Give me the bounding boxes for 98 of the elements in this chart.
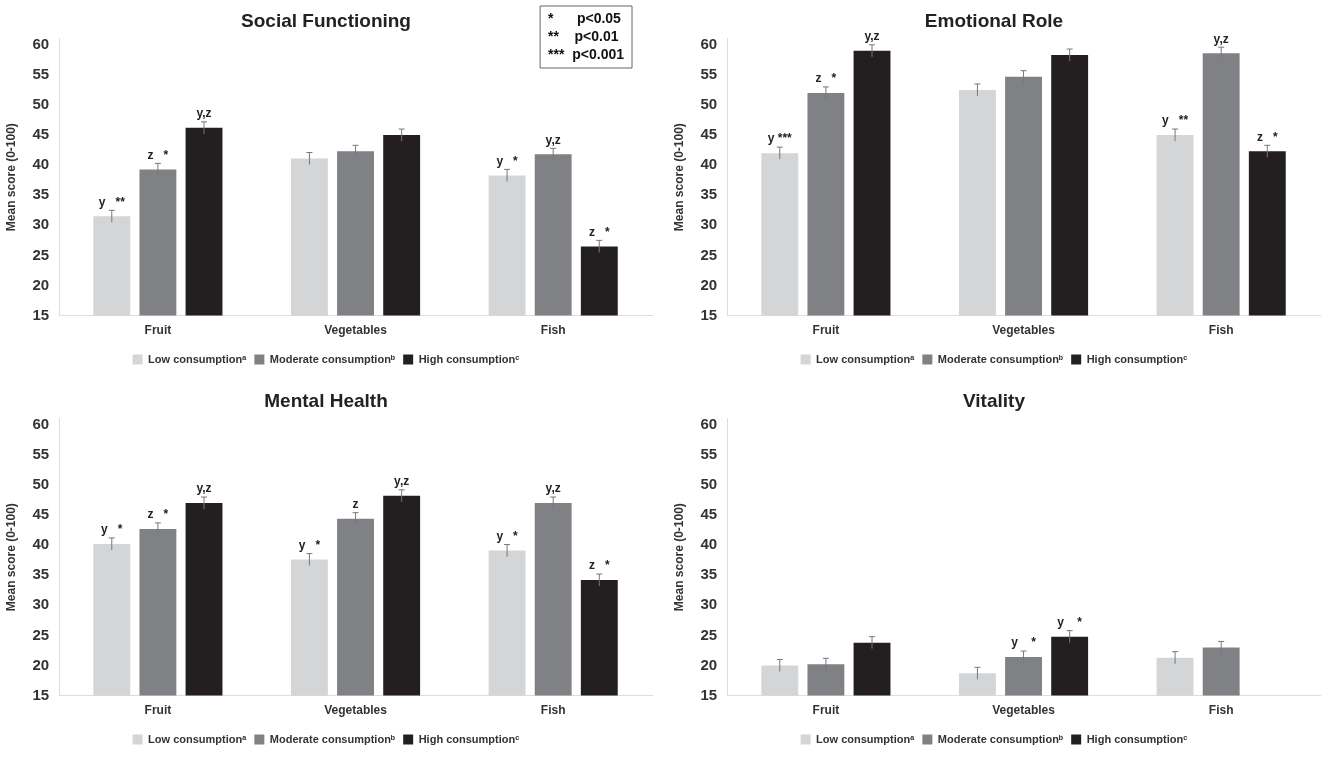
data-label: z bbox=[352, 496, 359, 511]
x-tick-label: Fish bbox=[540, 323, 566, 338]
y-axis-title: Mean score (0-100) bbox=[3, 503, 18, 612]
y-axis-title: Mean score (0-100) bbox=[671, 123, 686, 232]
text: * p<0.05 bbox=[548, 9, 622, 26]
data-label: y * bbox=[496, 528, 519, 543]
legend-label: Low consumptionᵃ bbox=[816, 732, 916, 745]
legend-label: Low consumptionᵃ bbox=[148, 732, 248, 745]
data-label: y,z bbox=[196, 481, 212, 496]
y-tick-label: 40 bbox=[32, 535, 50, 553]
data-label: y,z bbox=[864, 29, 880, 44]
y-tick-label: 25 bbox=[32, 245, 50, 263]
y-tick-label: 35 bbox=[32, 565, 50, 583]
y-tick-label: 35 bbox=[700, 565, 718, 583]
y-tick-label: 35 bbox=[32, 185, 50, 203]
y-tick-label: 45 bbox=[700, 125, 718, 143]
data-label: y *** bbox=[767, 131, 793, 146]
y-tick-label: 45 bbox=[32, 505, 50, 523]
y-tick-label: 15 bbox=[700, 685, 718, 703]
x-tick-label: Fruit bbox=[144, 703, 172, 718]
y-tick-label: 15 bbox=[700, 305, 718, 323]
y-axis-title: Mean score (0-100) bbox=[3, 123, 18, 232]
y-tick-label: 50 bbox=[32, 475, 50, 493]
y-tick-label: 60 bbox=[700, 414, 718, 432]
y-tick-label: 25 bbox=[32, 625, 50, 643]
x-tick-label: Fish bbox=[1208, 703, 1234, 718]
y-tick-label: 50 bbox=[700, 95, 718, 113]
data-label: y * bbox=[496, 153, 519, 168]
y-tick-label: 20 bbox=[32, 275, 50, 293]
y-tick-label: 30 bbox=[700, 215, 718, 233]
legend-label: Moderate consumptionᵇ bbox=[937, 732, 1064, 745]
data-label: y ** bbox=[98, 194, 126, 209]
data-label: y * bbox=[101, 522, 123, 537]
y-tick-label: 60 bbox=[32, 414, 50, 432]
legend-label: Moderate consumptionᵇ bbox=[269, 352, 396, 365]
x-tick-label: Fruit bbox=[812, 703, 840, 718]
y-tick-label: 60 bbox=[700, 34, 718, 52]
data-label: z * bbox=[1256, 129, 1278, 144]
y-tick-label: 35 bbox=[700, 185, 718, 203]
legend-label: High consumptionᶜ bbox=[418, 732, 520, 745]
y-tick-label: 55 bbox=[32, 445, 50, 463]
y-tick-label: 20 bbox=[700, 275, 718, 293]
data-label: z * bbox=[147, 507, 169, 522]
y-tick-label: 50 bbox=[32, 95, 50, 113]
x-tick-label: Vegetables bbox=[992, 703, 1056, 718]
y-tick-label: 20 bbox=[700, 655, 718, 673]
y-tick-label: 60 bbox=[32, 34, 50, 52]
legend-label: High consumptionᶜ bbox=[1086, 352, 1188, 365]
y-tick-label: 50 bbox=[700, 475, 718, 493]
legend-label: Low consumptionᵃ bbox=[148, 352, 248, 365]
legend-label: Moderate consumptionᵇ bbox=[937, 352, 1064, 365]
y-tick-label: 15 bbox=[32, 305, 50, 323]
chart-title: Mental Health bbox=[264, 389, 388, 411]
chart-title: Social Functioning bbox=[241, 9, 411, 31]
x-tick-label: Vegetables bbox=[324, 323, 388, 338]
y-tick-label: 25 bbox=[700, 245, 718, 263]
y-tick-label: 40 bbox=[32, 155, 50, 173]
data-label: y,z bbox=[196, 106, 212, 121]
data-label: z * bbox=[147, 147, 169, 162]
y-tick-label: 30 bbox=[700, 595, 718, 613]
data-label: y * bbox=[1057, 614, 1083, 629]
y-tick-label: 45 bbox=[32, 125, 50, 143]
data-label: y,z bbox=[545, 132, 561, 147]
chart-title: Emotional Role bbox=[924, 9, 1064, 31]
y-tick-label: 45 bbox=[700, 505, 718, 523]
data-label: y,z bbox=[394, 474, 410, 489]
x-tick-label: Fruit bbox=[144, 323, 172, 338]
y-tick-label: 40 bbox=[700, 535, 718, 553]
x-tick-label: Vegetables bbox=[324, 703, 388, 718]
y-tick-label: 40 bbox=[700, 155, 718, 173]
y-tick-label: 55 bbox=[700, 445, 718, 463]
data-label: y * bbox=[1011, 635, 1037, 650]
y-tick-label: 30 bbox=[32, 595, 50, 613]
y-tick-label: 30 bbox=[32, 215, 50, 233]
y-tick-label: 55 bbox=[700, 65, 718, 83]
data-label: y,z bbox=[545, 481, 561, 496]
data-label: y * bbox=[298, 537, 321, 552]
legend-label: High consumptionᶜ bbox=[1086, 732, 1188, 745]
x-tick-label: Fruit bbox=[812, 323, 840, 338]
y-tick-label: 55 bbox=[32, 65, 50, 83]
annotation: ** p<0.01 bbox=[548, 27, 619, 44]
y-tick-label: 20 bbox=[32, 655, 50, 673]
data-label: z * bbox=[588, 224, 610, 239]
legend-label: Low consumptionᵃ bbox=[816, 352, 916, 365]
annotation: *** p<0.001 bbox=[548, 45, 625, 62]
data-label: z * bbox=[815, 71, 837, 86]
data-label: y ** bbox=[1162, 113, 1189, 128]
x-tick-label: Vegetables bbox=[992, 323, 1056, 338]
y-axis-title: Mean score (0-100) bbox=[671, 503, 686, 612]
data-label: z * bbox=[588, 558, 610, 573]
data-label: y,z bbox=[1213, 31, 1229, 46]
legend-label: Moderate consumptionᵇ bbox=[269, 732, 396, 745]
chart-title: Vitality bbox=[963, 389, 1026, 411]
y-tick-label: 15 bbox=[32, 685, 50, 703]
y-tick-label: 25 bbox=[700, 625, 718, 643]
legend-label: High consumptionᶜ bbox=[418, 352, 520, 365]
x-tick-label: Fish bbox=[540, 703, 566, 718]
x-tick-label: Fish bbox=[1208, 323, 1234, 338]
